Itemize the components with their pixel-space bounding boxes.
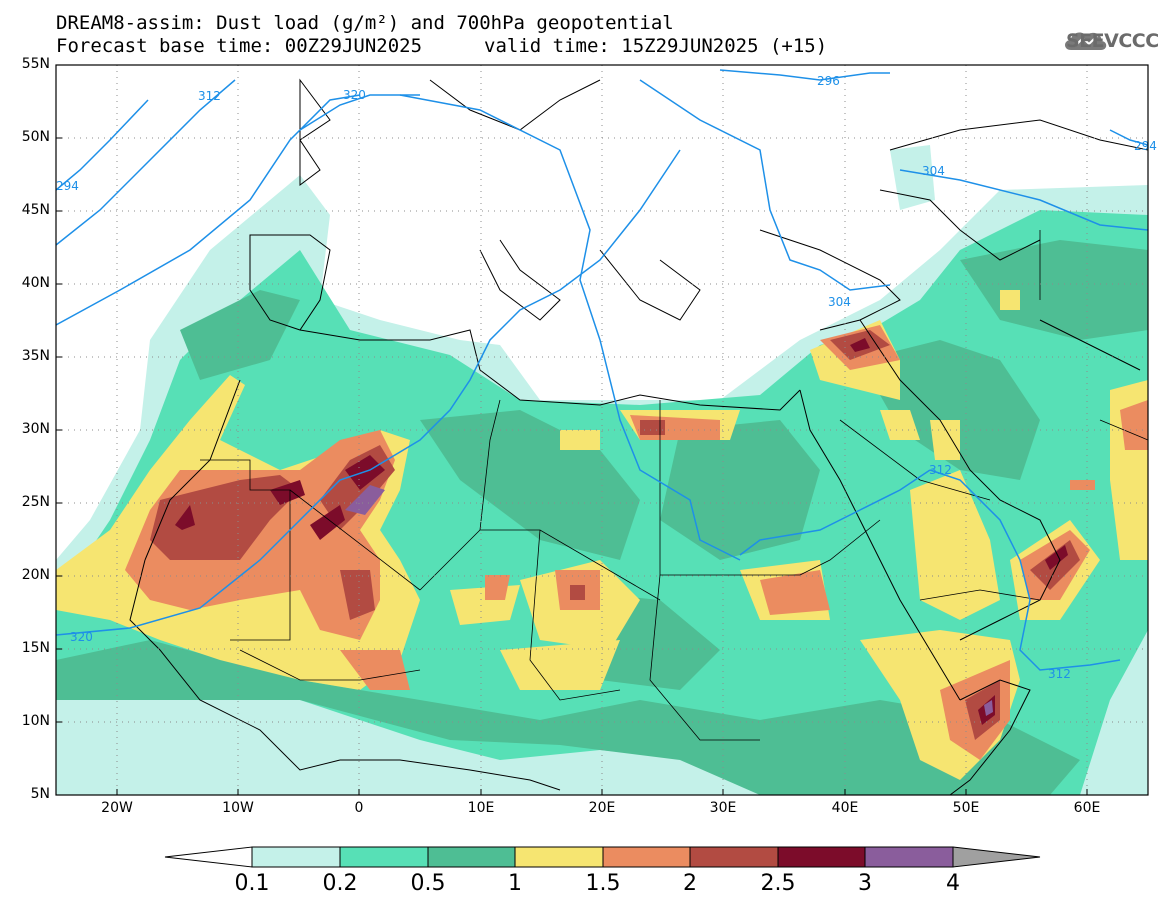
colorbar-over-arrow <box>952 846 1041 868</box>
colorbar-tick-label: 2 <box>683 871 697 896</box>
colorbar-tick-label: 0.2 <box>322 871 358 896</box>
colorbar-swatch-3 <box>514 846 604 868</box>
contour-312-east <box>929 469 1121 671</box>
lat-label: 50N <box>21 129 50 145</box>
lon-label: 40E <box>831 800 859 816</box>
colorbar-swatch-0 <box>251 846 341 868</box>
lon-label: 10E <box>467 800 495 816</box>
contour-294-ne <box>899 169 1148 231</box>
contour-label: 294 <box>1134 139 1157 153</box>
lat-label: 35N <box>21 348 50 364</box>
seevccc-logo-text: SEEVCCC <box>1066 30 1159 52</box>
colorbar-tick-label: 0.1 <box>234 871 270 896</box>
contour-label: 312 <box>198 89 221 103</box>
lon-label: 20E <box>588 800 616 816</box>
contour-label: 294 <box>56 179 79 193</box>
contour-label: 320 <box>343 88 366 102</box>
lat-label: 45N <box>21 202 50 218</box>
dust-band-3 <box>345 485 993 716</box>
contour-label: 304 <box>922 164 945 178</box>
contour-label: 320 <box>70 630 93 644</box>
contour-312-nw <box>56 79 236 246</box>
colorbar-swatch-5 <box>689 846 779 868</box>
valid-time: valid time: 15Z29JUN2025 (+15) <box>484 35 828 57</box>
contour-320-main <box>299 94 420 131</box>
contour-label: 312 <box>929 463 952 477</box>
contour-296 <box>719 69 890 81</box>
contour-label: 312 <box>1048 667 1071 681</box>
contour-304-ne <box>639 79 891 291</box>
contour-304-east <box>739 469 931 556</box>
colorbar-swatch-6 <box>777 846 866 868</box>
lat-label: 30N <box>21 421 50 437</box>
contour-304-europe <box>399 94 741 561</box>
graticule <box>56 65 1148 795</box>
lat-label: 10N <box>21 713 50 729</box>
lat-label: 40N <box>21 275 50 291</box>
colorbar-tick-label: 1.5 <box>585 871 621 896</box>
colorbar-tick-label: 0.5 <box>410 871 446 896</box>
colorbar-tick-label: 1 <box>508 871 522 896</box>
contour-320-north <box>56 94 361 326</box>
lat-label: 5N <box>30 786 50 802</box>
coastlines <box>129 78 1148 795</box>
colorbar-under-arrow <box>164 846 253 868</box>
colorbar-swatch-7 <box>864 846 954 868</box>
lat-label: 20N <box>21 567 50 583</box>
title-line-1: DREAM8-assim: Dust load (g/m²) and 700hP… <box>56 12 674 34</box>
colorbar-tick-label: 4 <box>946 871 960 896</box>
contour-label: 296 <box>817 74 840 88</box>
lon-label: 0 <box>354 800 364 816</box>
colorbar-swatch-4 <box>602 846 691 868</box>
contour-312-main <box>56 149 681 636</box>
colorbar-tick-label: 3 <box>858 871 872 896</box>
lon-label: 60E <box>1073 800 1101 816</box>
lat-label: 15N <box>21 640 50 656</box>
contour-label: 304 <box>828 295 851 309</box>
title-line-2: Forecast base time: 00Z29JUN2025 <box>56 35 423 57</box>
contour-304-nw-edge <box>56 99 149 191</box>
lon-label: 30E <box>709 800 737 816</box>
colorbar-swatch-1 <box>339 846 429 868</box>
lon-label: 20W <box>101 800 133 816</box>
lat-label: 55N <box>21 56 50 72</box>
contour-labels: 312 320 296 304 304 312 320 312 294 294 <box>56 74 1157 681</box>
dust-field <box>56 65 1148 795</box>
country-borders <box>200 230 1148 741</box>
lat-label: 25N <box>21 494 50 510</box>
lon-label: 10W <box>222 800 254 816</box>
axis-ticks <box>56 64 1088 795</box>
colorbar <box>164 846 1041 868</box>
colorbar-tick-label: 2.5 <box>760 871 796 896</box>
colorbar-swatch-2 <box>427 846 516 868</box>
lon-label: 50E <box>952 800 980 816</box>
geopotential-contours <box>56 69 1148 671</box>
contour-294-far-ne <box>1109 129 1148 146</box>
cloud-icon <box>1065 32 1107 50</box>
